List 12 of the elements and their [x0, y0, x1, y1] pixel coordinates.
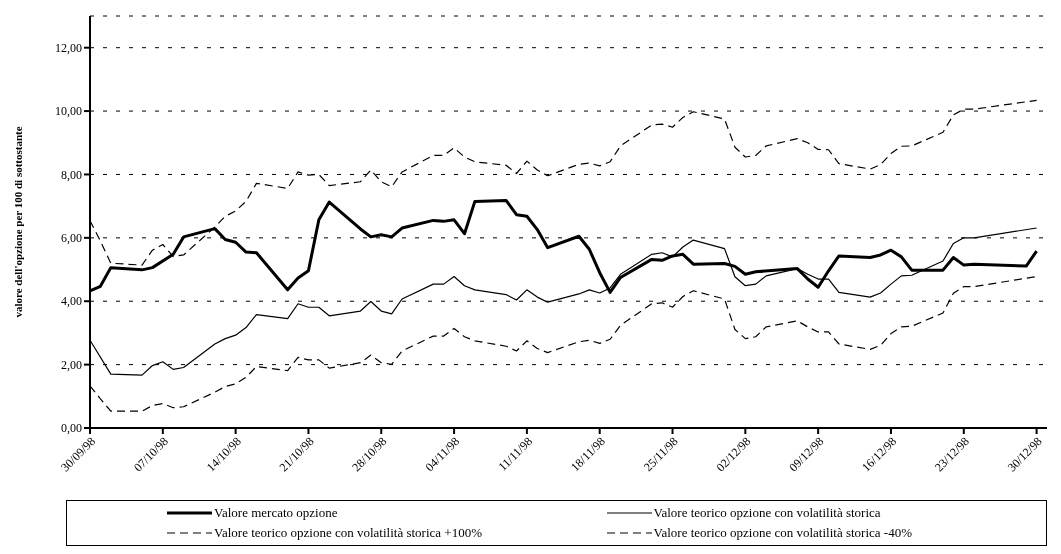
y-tick-label: 2,00 [61, 357, 82, 372]
legend-label: Valore teorico opzione con volatilità storica [653, 505, 881, 521]
y-tick-label: 8,00 [61, 167, 82, 182]
legend-label: Valore teorico opzione con volatilità storica +100% [214, 525, 482, 541]
y-tick-label: 10,00 [55, 104, 82, 119]
legend-label: Valore teorico opzione con volatilità storica -40% [653, 525, 912, 541]
y-axis-title: valore dell'opzione per 100 di sottostante [11, 126, 24, 318]
y-tick-label: 4,00 [61, 294, 82, 309]
legend-label: Valore mercato opzione [214, 505, 338, 521]
y-tick-label: 6,00 [61, 231, 82, 246]
y-tick-label: 0,00 [61, 421, 82, 436]
y-tick-label: 12,00 [55, 40, 82, 55]
